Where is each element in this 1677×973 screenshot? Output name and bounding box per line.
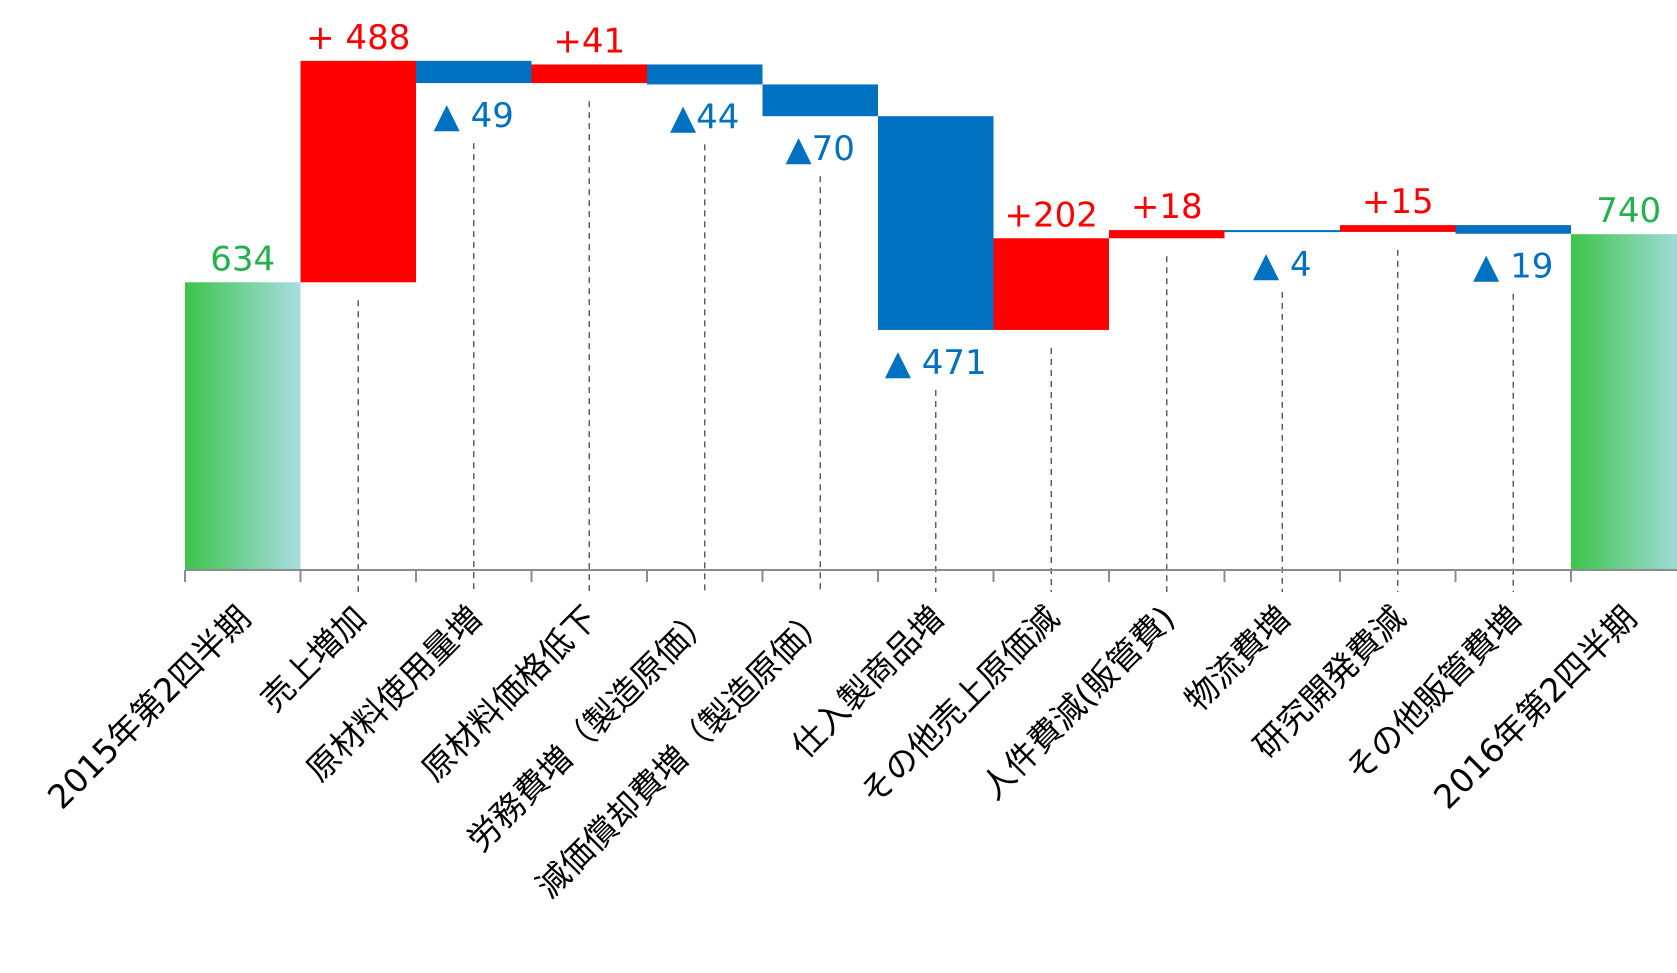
- data-labels: 634 + 488 ▲ 49 +41 ▲44 ▲70 ▲ 471 +202 +18 ▲ 4 +15 ▲…: [210, 18, 1661, 383]
- data-label-0: 634: [210, 239, 275, 279]
- x-axis: [184, 569, 1677, 582]
- bar-3: [531, 64, 647, 84]
- data-label-4: ▲44: [670, 97, 739, 137]
- bar-12: [1571, 234, 1677, 571]
- connector-lines: [357, 101, 1514, 592]
- data-label-2: ▲ 49: [434, 96, 514, 136]
- category-labels: 2015年第2四半期売上増加原材料使用量増原材料価格低下労務費増（製造原価）減価…: [40, 598, 1644, 906]
- data-label-8: +18: [1131, 187, 1203, 227]
- bar-0: [185, 282, 301, 570]
- category-label-8: 人件費減(販管費): [973, 598, 1182, 807]
- category-label-12: 2016年第2四半期: [1426, 598, 1644, 816]
- category-label-7: その他売上原価減: [853, 598, 1067, 812]
- data-label-3: +41: [553, 21, 625, 61]
- bar-2: [416, 60, 532, 84]
- bar-10: [1340, 225, 1456, 232]
- bar-6: [878, 116, 994, 330]
- bar-7: [993, 238, 1109, 330]
- bar-11: [1455, 225, 1571, 234]
- data-label-12: 740: [1596, 191, 1661, 231]
- bar-5: [762, 84, 878, 117]
- bar-9: [1224, 230, 1340, 233]
- category-label-1: 売上増加: [253, 598, 374, 719]
- data-label-5: ▲70: [786, 129, 855, 169]
- data-label-9: ▲ 4: [1253, 245, 1312, 285]
- data-label-7: +202: [1005, 195, 1098, 235]
- bar-4: [647, 64, 763, 85]
- bars: [185, 60, 1677, 571]
- category-label-9: 物流費増: [1177, 598, 1298, 719]
- data-label-6: ▲ 471: [885, 343, 987, 383]
- bar-8: [1109, 230, 1225, 239]
- bar-1: [300, 60, 416, 283]
- data-label-11: ▲ 19: [1473, 247, 1553, 287]
- data-label-10: +15: [1362, 182, 1434, 222]
- data-label-1: + 488: [306, 18, 410, 58]
- category-label-0: 2015年第2四半期: [40, 598, 258, 816]
